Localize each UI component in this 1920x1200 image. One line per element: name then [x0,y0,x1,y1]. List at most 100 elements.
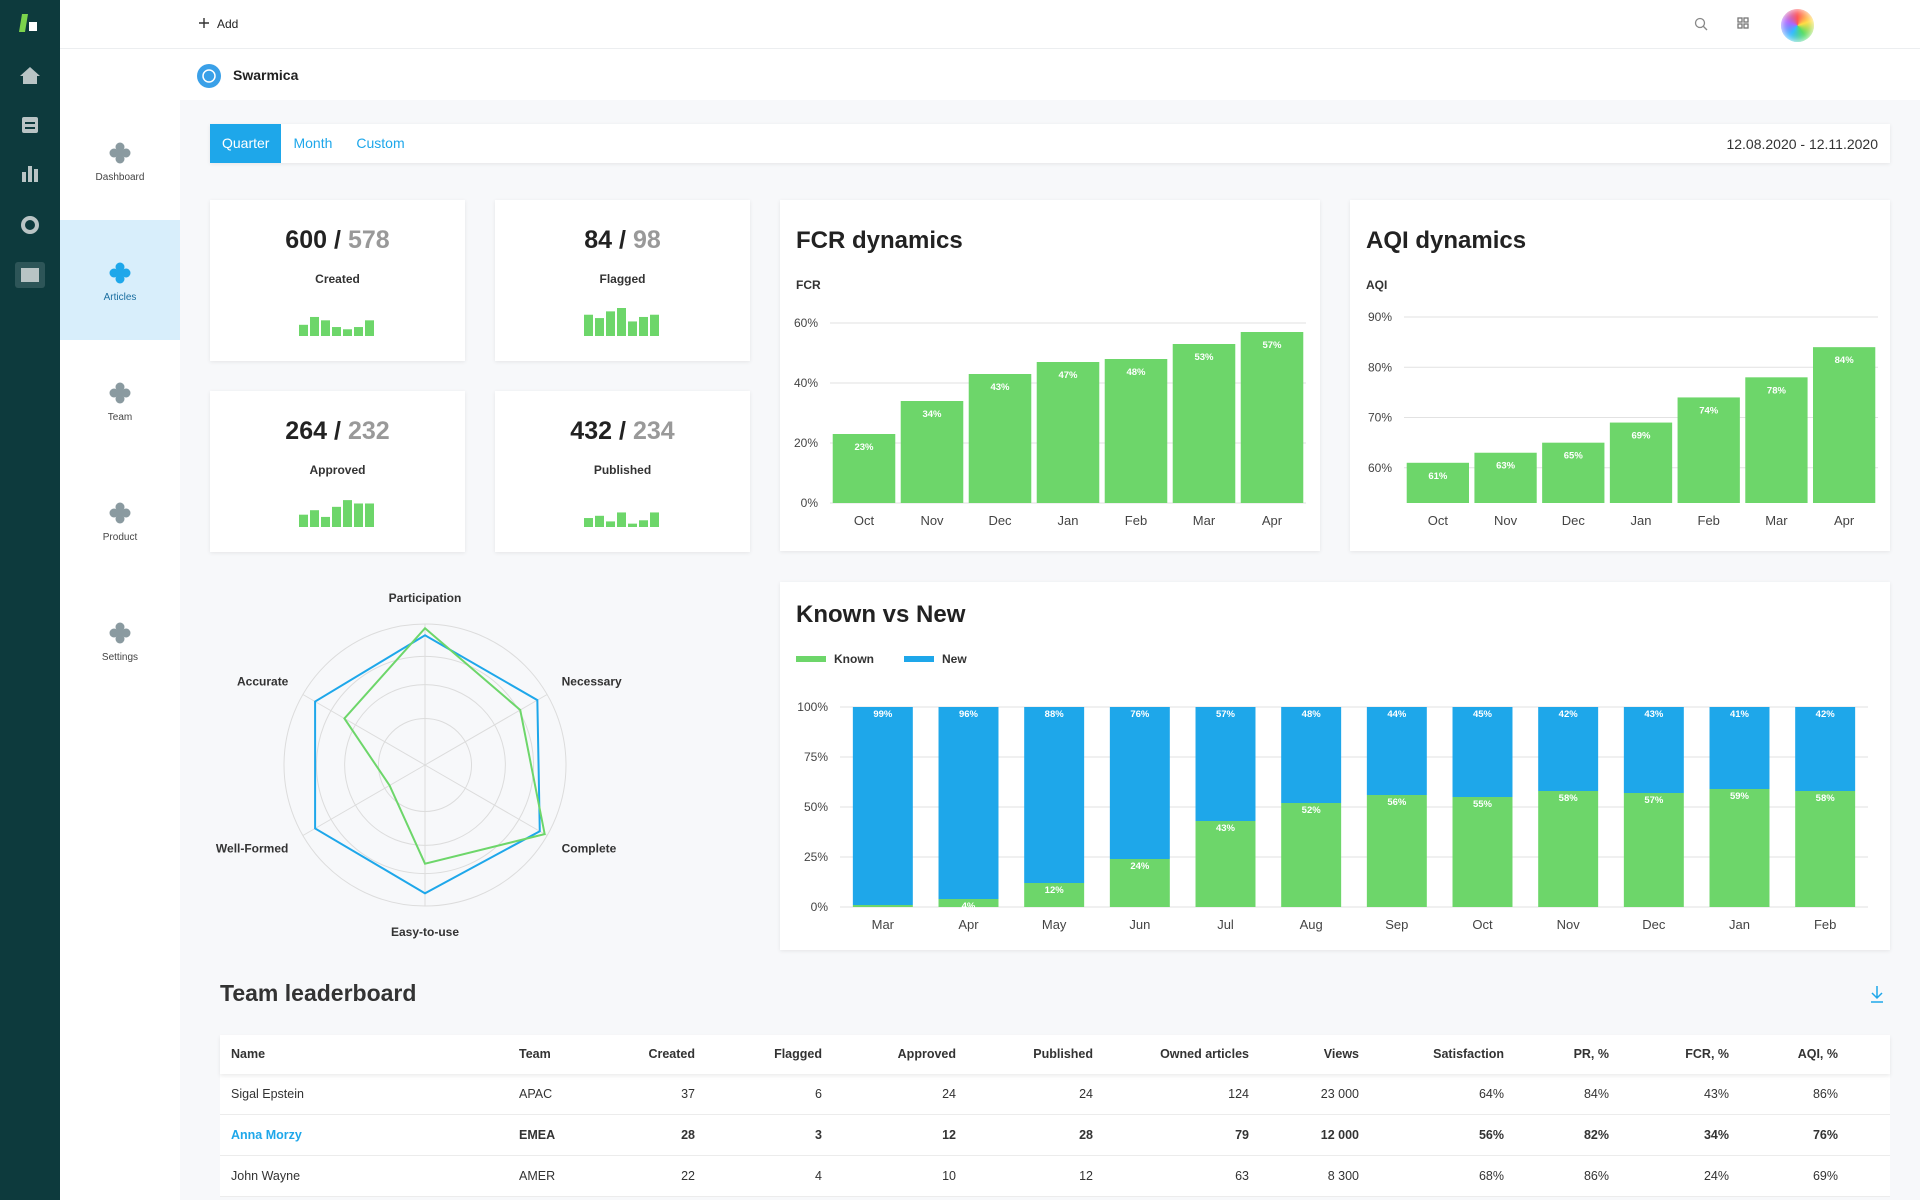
nav-label: Team [107,412,133,423]
table-cell: 37 [681,1086,695,1101]
spark-bar [365,320,374,336]
spark-bar [343,329,352,336]
known-new-card [780,582,1890,950]
radar-ring [315,655,535,875]
nav-icon [109,382,131,404]
icon-dot [115,388,125,398]
table-cell: 82% [1583,1127,1609,1142]
kpi-values: 600/578 [210,226,465,255]
kpi-value: 432 [570,417,613,445]
kpi-values: 264/232 [210,417,465,446]
tab[interactable]: Quarter [210,124,282,163]
radar-spoke [302,764,426,836]
kpi-card: 84/98 Flagged [495,200,750,361]
spark-bar [332,327,341,336]
table-row: John Wayne AMER 22 4 10 12 63 8 300 68% 86% 24% 69% [220,1156,1890,1197]
spark-bar [584,314,593,336]
kpi-label: Flagged [599,272,646,286]
table-cell: 68% [1478,1168,1504,1183]
kpi-values: 84/98 [495,226,750,255]
radar-spoke [424,694,548,766]
kpi-target: 234 [632,417,675,445]
spark-bar [628,523,637,527]
date-range[interactable]: 12.08.2020 - 12.11.2020 [1726,136,1878,152]
column-header: FCR, % [1685,1046,1729,1061]
tab[interactable]: Month [293,135,333,151]
table-cell: 3 [815,1127,822,1142]
nav-item[interactable]: Articles [60,220,180,340]
add-button[interactable]: Add [217,17,239,31]
spark-bar [354,327,363,336]
fcr-card [780,200,1320,551]
spark-bar [354,503,363,527]
spark-bar [639,520,648,527]
top-bar: Add [60,0,1920,49]
kpi-card: 432/234 Published [495,391,750,552]
workspace-name: Swarmica [233,67,299,83]
kpi-values: 432/234 [495,417,750,446]
table-cell: 69% [1812,1168,1838,1183]
radar-ring [344,684,506,846]
column-header: Name [231,1046,266,1061]
table-cell[interactable]: Anna Morzy [231,1127,302,1142]
nav-item[interactable]: Settings [60,580,180,700]
workspace-bar: Swarmica [60,49,1920,100]
radar-series [314,634,541,895]
table-cell: 12 [1079,1168,1093,1183]
radar-spoke [302,694,426,766]
table-cell: 12 000 [1320,1127,1359,1142]
nav-item[interactable]: Team [60,340,180,460]
table-cell: 34% [1703,1127,1729,1142]
table-cell: 56% [1478,1127,1504,1142]
radar-axis-label: Well-Formed [216,842,288,856]
spark-bar [595,318,604,336]
tab[interactable]: Custom [356,135,405,151]
top-icons [1694,17,1749,31]
radar-axis-label: Participation [389,591,462,605]
spark-bar [310,316,319,336]
nav-icon [109,262,131,284]
spark-bar [584,518,593,527]
radar-axis-label: Necessary [562,675,622,689]
nav-label: Product [102,532,138,543]
spark-bar [343,500,352,527]
table-cell: 28 [1079,1127,1093,1142]
kpi-separator: / [619,226,626,254]
nav-item[interactable]: Dashboard [60,100,180,220]
column-header: Team [519,1046,551,1061]
avatar[interactable] [1781,9,1814,42]
side-nav: Dashboard Articles Team Product Settings [60,100,180,1200]
table-cell: AMER [519,1168,556,1183]
icon-dot [115,628,125,638]
add-icon [199,18,209,28]
table-cell: 24% [1703,1168,1729,1183]
spark-bar [595,515,604,527]
table-cell: John Wayne [231,1168,301,1183]
column-header: Views [1323,1046,1359,1061]
table-cell: 6 [815,1086,822,1101]
table-cell: 23 000 [1320,1086,1359,1101]
table-cell: 63 [1235,1168,1249,1183]
kpi-card: 600/578 Created [210,200,465,361]
kpi-target: 232 [347,417,390,445]
kpi-label: Approved [309,463,366,477]
download-icon[interactable] [1869,985,1885,1005]
table-cell: 24 [1079,1086,1093,1101]
kpi-label: Created [315,272,360,286]
table-cell: 43% [1703,1086,1729,1101]
column-header: PR, % [1573,1046,1609,1061]
table-header: Name Team Created Flagged Approved Published O… [220,1035,1890,1074]
spark-bar [321,516,330,527]
radar-axis-label: Easy-to-use [391,925,459,939]
radar-axis-label: Accurate [237,675,289,689]
icon-dot [115,508,125,518]
sparkline [299,500,374,527]
table-row: Anna Morzy EMEA 28 3 12 28 79 12 000 56% 82% 34% 76… [220,1115,1890,1156]
spark-bar [299,324,308,336]
sparkline [584,512,659,527]
nav-item[interactable]: Product [60,460,180,580]
table-cell: APAC [519,1086,553,1101]
nav-label: Dashboard [95,172,145,183]
spark-bar [617,308,626,336]
